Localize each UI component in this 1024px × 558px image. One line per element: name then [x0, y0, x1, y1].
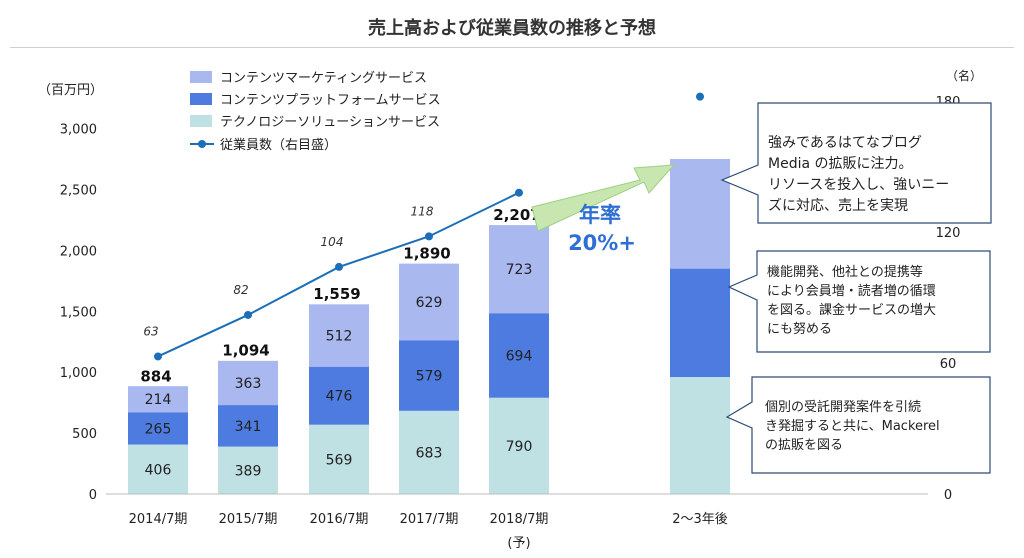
callout-box	[727, 250, 991, 353]
legend-item-technology: テクノロジーソリューションサービス	[190, 111, 440, 130]
employees-value-label: 118	[411, 204, 434, 218]
employees-point	[154, 352, 162, 361]
callout-text-line: き発掘すると共に、Mackerel	[765, 419, 940, 434]
legend-item-employees: 従業員数（右目盛）	[190, 134, 337, 153]
bar-segment	[128, 444, 188, 494]
bar-segment	[399, 263, 459, 341]
callout-text-line: 強みであるはてなブログ	[768, 134, 922, 151]
bar-total-label: 884	[140, 367, 171, 385]
y-left-tick-label: 500	[72, 427, 97, 442]
bar-segment	[489, 313, 549, 398]
segment-value-label: 363	[235, 376, 262, 392]
legend-swatch-technology	[190, 114, 212, 127]
employees-value-label: 82	[233, 283, 248, 297]
chart-title: 売上高および従業員数の推移と予想	[368, 18, 656, 39]
segment-value-label: 512	[326, 328, 353, 344]
callout-text-line: の拡販を図る	[765, 438, 843, 453]
y-left-tick-label: 3,000	[60, 123, 97, 138]
segment-value-label: 694	[506, 348, 533, 364]
bar-segment	[670, 377, 730, 494]
bar-segment	[670, 158, 730, 269]
employees-point	[335, 262, 343, 271]
x-tick-sublabel: (予)	[507, 536, 530, 551]
bar-segment	[670, 268, 730, 378]
x-tick-label: 2017/7期	[400, 512, 459, 527]
legend-item-marketing: コンテンツマーケティングサービス	[190, 67, 427, 86]
y-left-tick-label: 1,500	[60, 305, 97, 320]
x-tick-label: 2～3年後	[672, 512, 728, 527]
callout-text-line: により会員増・読者増の循環	[767, 283, 936, 299]
x-tick-label: 2016/7期	[310, 512, 369, 527]
callout-box	[725, 376, 991, 474]
growth-label-rate: 年率	[579, 203, 621, 227]
legend-label-employees: 従業員数（右目盛）	[220, 138, 338, 153]
segment-value-label: 723	[506, 262, 533, 278]
segment-value-label: 214	[145, 392, 172, 408]
bar-segment	[218, 446, 278, 494]
y-left-tick-label: 2,000	[60, 244, 97, 259]
bar-segment	[309, 424, 369, 494]
segment-value-label: 579	[416, 369, 443, 385]
callout-text-line: ズに対応、売上を実現	[768, 198, 908, 214]
y-right-tick-label: 120	[936, 226, 961, 241]
growth-label-percent: 20%+	[568, 231, 636, 255]
bar-total-label: 2,207	[493, 206, 540, 224]
segment-value-label: 389	[235, 463, 262, 479]
x-tick-label: 2014/7期	[129, 512, 188, 527]
legend-label-marketing: コンテンツマーケティングサービス	[220, 71, 427, 86]
y-left-tick-label: 2,500	[60, 183, 97, 198]
callout-text-line: 個別の受託開発案件を引続	[765, 399, 921, 415]
legend-item-platform: コンテンツプラットフォームサービス	[190, 89, 441, 108]
bar-total-label: 1,094	[222, 342, 269, 360]
segment-value-label: 341	[235, 419, 262, 435]
employees-point	[696, 92, 704, 101]
bar-segment	[309, 366, 369, 425]
segment-value-label: 629	[416, 295, 443, 311]
legend-swatch-marketing	[190, 70, 212, 83]
employees-point	[515, 188, 523, 197]
x-tick-label: 2018/7期	[490, 512, 549, 527]
bar-segment	[128, 386, 188, 413]
segment-value-label: 406	[145, 462, 172, 478]
callout-text-line: Media の拡販に注力。	[768, 156, 913, 172]
employees-value-label: 104	[321, 235, 344, 249]
legend-line-marker	[190, 138, 214, 150]
x-tick-label: 2015/7期	[219, 512, 278, 527]
bar-segment	[309, 304, 369, 367]
bar-segment	[399, 410, 459, 494]
segment-value-label: 265	[145, 421, 172, 437]
title-divider	[10, 47, 1014, 48]
legend-label-platform: コンテンツプラットフォームサービス	[220, 93, 441, 108]
bar-total-label: 1,559	[313, 285, 360, 303]
legend-swatch-platform	[190, 92, 212, 105]
segment-value-label: 790	[506, 439, 533, 455]
bar-segment	[399, 340, 459, 411]
callout-box	[720, 102, 992, 224]
segment-value-label: 569	[326, 452, 353, 468]
y-left-tick-label: 0	[89, 488, 97, 503]
legend-label-technology: テクノロジーソリューションサービス	[220, 115, 440, 130]
employees-value-label: 63	[143, 324, 158, 338]
bar-total-label: 1,890	[403, 245, 450, 263]
callout-text-line: を図る。課金サービスの増大	[767, 302, 936, 318]
y-right-tick-label: 60	[940, 357, 957, 372]
bar-segment	[489, 225, 549, 314]
y-right-tick-label: 0	[944, 488, 952, 503]
bar-segment	[489, 397, 549, 494]
callout-text-line: にも努める	[767, 322, 832, 337]
callout-text-line: リソースを投入し、強いニー	[768, 177, 949, 193]
employees-point	[244, 310, 252, 319]
growth-arrow	[531, 164, 676, 232]
employees-point	[425, 232, 433, 241]
bar-segment	[128, 412, 188, 445]
bar-segment	[218, 360, 278, 406]
segment-value-label: 683	[416, 445, 443, 461]
left-axis-unit: （百万円）	[38, 83, 104, 98]
segment-value-label: 476	[326, 389, 353, 405]
bar-segment	[218, 405, 278, 447]
callout-text-line: 機能開発、他社との提携等	[767, 264, 923, 280]
y-left-tick-label: 1,000	[60, 366, 97, 381]
right-axis-unit: （名）	[946, 69, 983, 83]
